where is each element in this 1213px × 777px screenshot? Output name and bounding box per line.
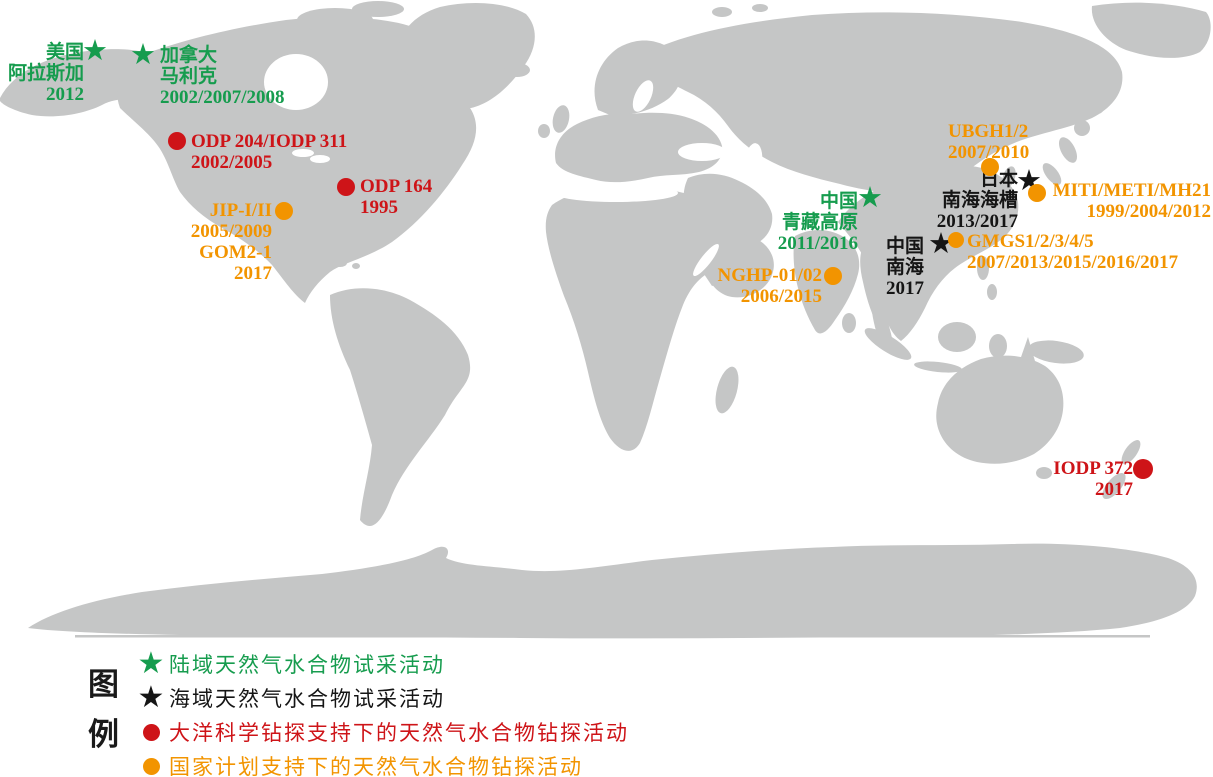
site-label-line: 日本 [979, 169, 1018, 190]
world-map-land [0, 1, 1211, 639]
world-map [0, 1, 1211, 639]
site-label-line: UBGH1/2 [948, 121, 1029, 142]
site-label-line: 青藏高原 [781, 212, 858, 233]
site-label-ubgh: UBGH1/2 2007/2010 [948, 121, 1029, 163]
site-label-odp164: ODP 164 1995 [360, 176, 432, 218]
site-marker-ubgh-dot-icon [981, 158, 999, 176]
site-label-line: 2002/2005 [191, 152, 273, 173]
dot-icon [142, 723, 160, 741]
site-label-line: 南海 [885, 257, 924, 278]
site-label-gmgs: GMGS1/2/3/4/5 2007/2013/2015/2016/2017 [967, 231, 1178, 273]
legend-title-char-1: 图 [88, 667, 119, 702]
legend-title: 图 例 [88, 668, 119, 751]
site-label-odp204-iodp311: ODP 204/IODP 311 2002/2005 [191, 131, 347, 173]
site-label-line: ODP 204/IODP 311 [191, 131, 348, 152]
site-label-alaska: 美国 阿拉斯加 2012 [8, 42, 84, 105]
world-map-water-overlays [264, 54, 763, 277]
site-label-line: 2007/2013/2015/2016/2017 [967, 252, 1179, 273]
legend-label: 陆域天然气水合物试采活动 [169, 654, 445, 677]
legend-label: 国家计划支持下的天然气水合物钻探活动 [169, 756, 583, 777]
site-label-line: 1995 [360, 197, 398, 218]
site-label-mallik: 加拿大 马利克 2002/2007/2008 [160, 45, 285, 108]
legend-row-1: ★ 海域天然气水合物试采活动 [133, 683, 629, 713]
site-label-line: 2002/2007/2008 [160, 87, 285, 108]
site-label-line: 2017 [1095, 479, 1133, 500]
site-label-line: NGHP-01/02 [717, 265, 823, 286]
legend-label: 大洋科学钻探支持下的天然气水合物钻探活动 [169, 722, 629, 745]
site-marker-gmgs-dot-icon [948, 232, 964, 248]
marker-layer: ★ 美国 阿拉斯加 2012 ★ 加拿大 马利克 2002/2007/2008 ODP 204/… [8, 33, 1211, 500]
site-label-miti: MITI/METI/MH21 1999/2004/2012 [1053, 180, 1211, 222]
site-label-line: 1999/2004/2012 [1086, 201, 1211, 222]
site-label-jip-gom: JIP-I/II 2005/2009 GOM2-1 2017 [191, 200, 272, 284]
site-label-line: GOM2-1 [199, 242, 272, 263]
site-marker-alaska-star-icon: ★ [82, 33, 108, 68]
site-label-line: 美国 [45, 42, 84, 63]
dot-icon [142, 757, 160, 775]
site-marker-miti-dot-icon [1028, 184, 1046, 202]
site-label-qinghai-tibet: 中国 青藏高原 2011/2016 [778, 191, 858, 254]
site-label-line: 南海海槽 [941, 190, 1018, 211]
site-label-line: ODP 164 [360, 176, 433, 197]
site-marker-nghp-dot-icon [824, 267, 842, 285]
site-label-line: JIP-I/II [209, 200, 272, 221]
site-label-line: 加拿大 [160, 45, 218, 66]
site-label-iodp372: IODP 372 2017 [1053, 458, 1133, 500]
legend-row-0: ★ 陆域天然气水合物试采活动 [133, 649, 629, 679]
site-marker-mallik-star-icon: ★ [130, 37, 156, 72]
legend-row-3: 国家计划支持下的天然气水合物钻探活动 [133, 752, 629, 777]
site-label-line: 2007/2010 [948, 142, 1030, 163]
site-marker-iodp372-dot-icon [1133, 459, 1153, 479]
site-label-line: 2011/2016 [777, 233, 858, 254]
site-label-line: 2017 [886, 278, 924, 299]
legend-star-icon: ★ [133, 683, 169, 713]
legend-dot-icon [133, 723, 169, 741]
site-label-line: 中国 [885, 236, 924, 257]
site-label-nankai: 日本 南海海槽 2013/2017 [937, 169, 1018, 232]
site-label-line: 马利克 [160, 66, 218, 87]
legend-title-char-2: 例 [88, 717, 119, 752]
legend-label: 海域天然气水合物试采活动 [169, 688, 445, 711]
site-marker-odp164-dot-icon [337, 178, 355, 196]
legend-dot-icon [133, 757, 169, 775]
site-label-line: MITI/METI/MH21 [1052, 180, 1211, 201]
star-icon: ★ [137, 646, 165, 681]
site-label-line: IODP 372 [1053, 458, 1133, 479]
site-label-nghp: NGHP-01/02 2006/2015 [718, 265, 823, 307]
legend-row-2: 大洋科学钻探支持下的天然气水合物钻探活动 [133, 718, 629, 746]
site-label-line: GMGS1/2/3/4/5 [967, 231, 1094, 252]
site-label-line: 阿拉斯加 [7, 63, 84, 84]
site-marker-jip-gom-dot-icon [275, 202, 293, 220]
site-label-line: 2017 [234, 263, 272, 284]
site-label-line: 2012 [46, 84, 84, 105]
site-label-line: 中国 [819, 191, 858, 212]
site-marker-qinghai-tibet-star-icon: ★ [857, 180, 883, 215]
site-label-south-china-sea: 中国 南海 2017 [886, 236, 924, 299]
site-label-line: 2005/2009 [190, 221, 272, 242]
site-marker-odp204-iodp311-dot-icon [168, 132, 186, 150]
site-label-line: 2006/2015 [740, 286, 822, 307]
star-icon: ★ [137, 680, 165, 715]
legend-rows: ★ 陆域天然气水合物试采活动 ★ 海域天然气水合物试采活动 大洋科学钻探支持下的天然气水… [133, 649, 629, 777]
site-label-line: 2013/2017 [936, 211, 1018, 232]
legend-star-icon: ★ [133, 649, 169, 679]
